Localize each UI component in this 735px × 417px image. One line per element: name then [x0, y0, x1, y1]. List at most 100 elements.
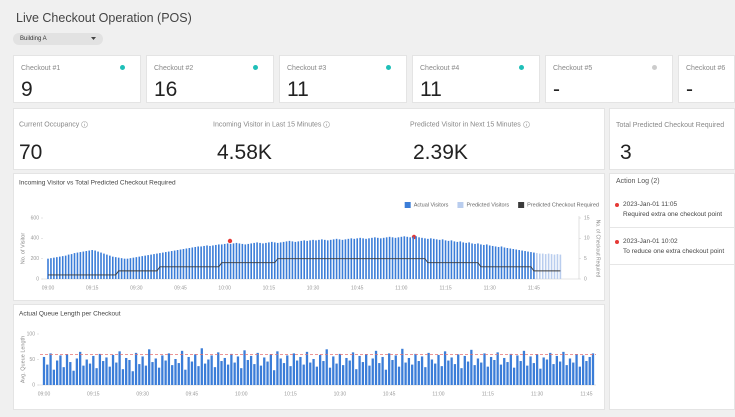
bar: [401, 348, 404, 385]
x-tick-label: 10:30: [334, 391, 347, 397]
y2-tick-label: 15: [584, 215, 590, 221]
bar: [558, 361, 562, 385]
metric-value: 4.58K: [217, 141, 272, 164]
bar: [424, 367, 427, 385]
bar: [374, 237, 376, 279]
bar: [332, 356, 335, 385]
bar: [70, 254, 73, 279]
bar: [109, 255, 111, 279]
bar: [450, 240, 453, 279]
checkout-value: 11: [287, 78, 309, 101]
bar: [271, 241, 273, 279]
checkout-label: Checkout #5: [553, 65, 593, 72]
bar: [118, 351, 121, 385]
bar: [491, 245, 494, 279]
building-dropdown[interactable]: Building A: [13, 33, 103, 45]
info-icon[interactable]: [81, 121, 89, 128]
bar: [47, 258, 49, 279]
bar: [64, 255, 67, 279]
bar: [322, 361, 325, 385]
bar: [509, 353, 512, 385]
bar: [309, 362, 312, 385]
bar: [72, 370, 75, 385]
y-tick-label: 50: [29, 357, 35, 363]
bar: [435, 239, 438, 279]
x-tick-label: 10:45: [383, 391, 396, 397]
bar: [134, 352, 138, 385]
bar: [466, 361, 470, 385]
bar: [206, 245, 208, 279]
divider: [610, 227, 734, 228]
bar: [496, 352, 499, 385]
bar: [240, 368, 243, 385]
info-icon[interactable]: [323, 121, 331, 128]
bar: [157, 367, 161, 385]
bar: [299, 356, 302, 385]
bar: [247, 243, 250, 279]
bar: [509, 248, 512, 279]
bar: [447, 360, 450, 385]
bar: [170, 251, 173, 279]
bar: [470, 349, 473, 385]
bar: [55, 360, 59, 385]
bar: [407, 357, 411, 385]
bar: [289, 366, 292, 385]
bar: [213, 367, 217, 385]
bar: [259, 365, 263, 385]
bar: [483, 244, 485, 279]
bar: [420, 356, 424, 385]
x-tick-label: 09:00: [42, 285, 55, 291]
bar: [285, 241, 288, 279]
bar: [108, 366, 111, 385]
bar: [588, 356, 591, 385]
bar: [300, 240, 303, 279]
bar: [150, 254, 152, 279]
bar: [85, 251, 88, 279]
bar: [67, 254, 70, 279]
bar: [438, 239, 441, 279]
bar: [182, 249, 185, 279]
bar: [328, 367, 332, 385]
bar: [197, 246, 199, 279]
bar: [411, 364, 414, 385]
bar: [249, 355, 253, 385]
bar: [262, 243, 264, 279]
bar: [292, 353, 295, 385]
bar: [341, 239, 344, 279]
bar: [94, 250, 96, 279]
bar: [218, 244, 220, 279]
y-tick-label: 0: [32, 382, 35, 388]
bar: [273, 242, 276, 279]
bar: [535, 354, 539, 385]
bar: [374, 350, 378, 385]
bar: [167, 353, 171, 385]
metrics-panel: Current Occupancy 70 Incoming Visitor in…: [13, 108, 605, 170]
log-time: 2023-Jan-01 10:02: [623, 238, 678, 245]
x-tick-label: 10:15: [263, 285, 276, 291]
bar: [243, 350, 246, 385]
log-text: Required extra one checkout point: [623, 211, 723, 218]
bar: [79, 252, 82, 279]
checkout-card: Checkout #6 -: [678, 55, 735, 103]
bar: [120, 258, 123, 279]
bar: [276, 351, 279, 385]
bar: [212, 245, 214, 279]
info-icon[interactable]: [522, 121, 530, 128]
chart-title: Incoming Visitor vs Total Predicted Chec…: [19, 180, 176, 187]
bar: [406, 236, 409, 279]
bar: [568, 358, 572, 385]
bar: [532, 363, 535, 385]
dropdown-caret: [91, 37, 96, 40]
bar: [153, 254, 155, 279]
checkout-value: 11: [420, 78, 442, 101]
bar: [476, 358, 480, 385]
bar: [342, 365, 345, 385]
log-dot: [615, 240, 619, 244]
bar: [269, 354, 272, 385]
bar: [318, 239, 320, 279]
total-required-panel: Total Predicted Checkout Required 3: [609, 108, 735, 170]
bar: [98, 353, 102, 385]
bar: [348, 360, 351, 385]
bar: [241, 243, 244, 279]
x-tick-label: 09:00: [38, 391, 51, 397]
